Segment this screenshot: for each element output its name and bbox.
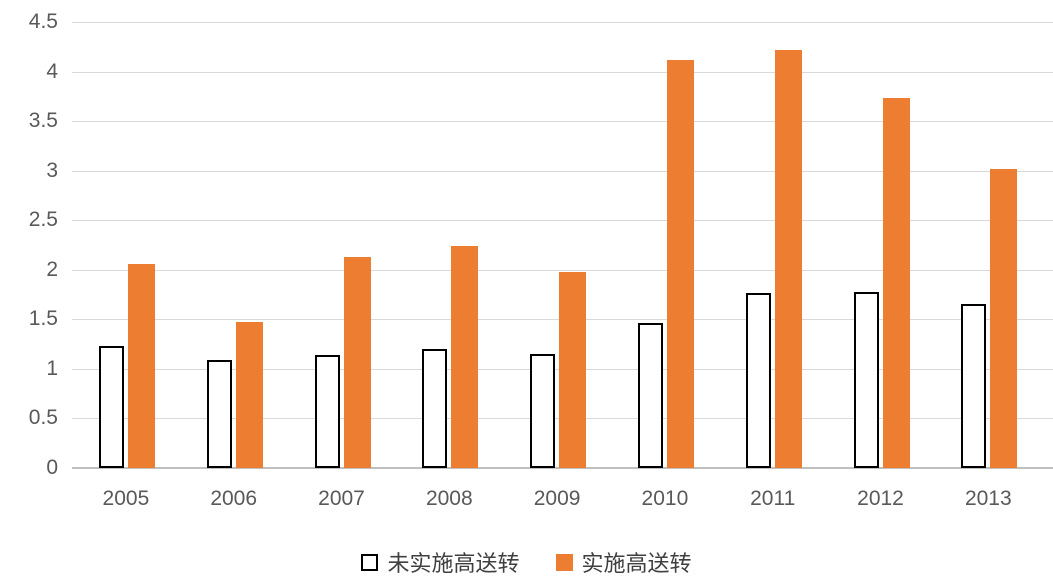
bar-实施高送转-2009 (559, 271, 587, 468)
x-axis-tick-label: 2009 (533, 487, 581, 510)
legend-label: 未实施高送转 (387, 551, 520, 576)
bar-未实施高送转-2005 (98, 346, 124, 468)
bar-实施高送转-2005 (127, 263, 155, 468)
legend-item-实施高送转: 实施高送转 (555, 546, 692, 578)
gridline (72, 71, 1053, 73)
bar-实施高送转-2011 (774, 49, 802, 468)
y-axis-tick-label: 1 (46, 356, 58, 380)
bar-未实施高送转-2012 (853, 291, 879, 468)
y-axis-tick-label: 3.5 (28, 109, 58, 133)
bar-实施高送转-2012 (882, 98, 910, 468)
bar-未实施高送转-2010 (637, 323, 663, 468)
bar-未实施高送转-2008 (422, 349, 448, 468)
y-axis-tick-label: 2.5 (28, 208, 58, 232)
bar-实施高送转-2010 (666, 59, 694, 468)
y-axis-tick-label: 1.5 (28, 307, 58, 331)
bar-未实施高送转-2013 (961, 304, 987, 468)
legend-marker-icon (555, 553, 573, 571)
x-axis-tick-label: 2005 (102, 487, 150, 510)
bar-未实施高送转-2011 (745, 292, 771, 468)
gridline (72, 121, 1053, 123)
y-axis-tick-label: 0 (46, 456, 58, 479)
x-axis-tick-label: 2006 (210, 487, 258, 510)
bar-未实施高送转-2007 (314, 355, 340, 468)
y-axis-tick-label: 3 (46, 158, 58, 182)
legend: 未实施高送转 实施高送转 (0, 546, 1053, 578)
gridline (72, 22, 1053, 23)
gridline (72, 269, 1053, 271)
x-axis-line (72, 467, 1053, 469)
bar-实施高送转-2007 (343, 256, 371, 468)
bar-未实施高送转-2009 (530, 354, 556, 468)
legend-item-未实施高送转: 未实施高送转 (361, 546, 520, 578)
y-axis-tick-label: 4.5 (28, 10, 58, 33)
y-axis-tick-label: 0.5 (28, 406, 58, 430)
y-axis-tick-label: 2 (46, 257, 58, 281)
gridline (72, 170, 1053, 172)
bar-实施高送转-2006 (235, 322, 263, 468)
x-axis-tick-label: 2010 (641, 487, 689, 510)
legend-marker-icon (361, 553, 379, 571)
legend-label: 实施高送转 (581, 551, 692, 576)
gridline (72, 220, 1053, 222)
x-axis-tick-label: 2008 (425, 487, 473, 510)
x-axis-tick-label: 2013 (964, 487, 1012, 510)
y-axis-tick-label: 4 (46, 59, 58, 83)
x-axis-tick-label: 2007 (318, 487, 365, 510)
x-axis-tick-label: 2012 (857, 487, 904, 510)
bar-实施高送转-2013 (990, 168, 1018, 468)
x-axis-tick-label: 2011 (750, 487, 796, 510)
bar-实施高送转-2008 (451, 245, 479, 468)
bar-未实施高送转-2006 (206, 359, 232, 468)
